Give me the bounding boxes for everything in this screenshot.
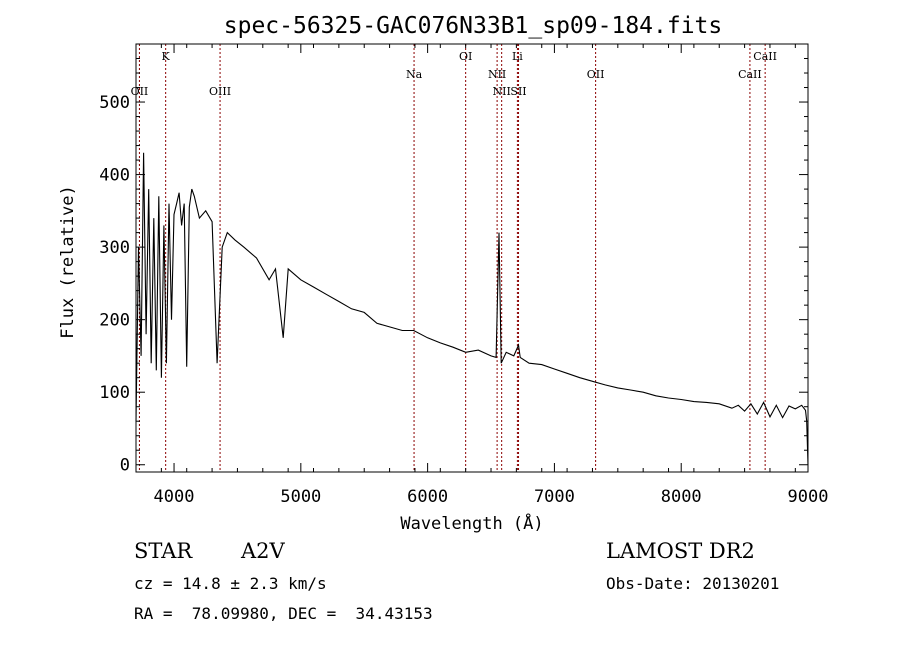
survey-name: LAMOST DR2	[606, 539, 755, 563]
y-tick-label: 0	[120, 456, 130, 476]
redshift-readout: cz = 14.8 ± 2.3 km/s	[134, 574, 327, 593]
x-tick-label: 5000	[280, 487, 321, 507]
emission-line-label: K	[162, 50, 171, 63]
y-tick-label: 300	[99, 238, 130, 258]
y-tick-label: 100	[99, 383, 130, 403]
x-tick-label: 9000	[788, 487, 829, 507]
emission-line-label: CaII	[753, 50, 777, 63]
emission-line-label: NII	[488, 68, 506, 81]
plot-frame	[135, 43, 809, 473]
emission-line-label: SII	[510, 85, 526, 98]
emission-line-label: OII	[131, 85, 149, 98]
emission-line-label: OIII	[209, 85, 231, 98]
emission-line-markers	[138, 44, 766, 472]
emission-line-label: OII	[587, 68, 605, 81]
x-axis-ticks: 4000 5000 6000 7000 8000 9000	[135, 44, 829, 507]
chart-title: spec-56325-GAC076N33B1_sp09-184.fits	[224, 13, 723, 39]
emission-line-label: OI	[459, 50, 472, 63]
y-axis-ticks: 0 100 200 300 400 500	[99, 43, 808, 476]
x-axis-label: Wavelength (Å)	[400, 512, 543, 534]
emission-line-labels: OII K OIII Na OI NII NII Li SII OII CaII CaII	[131, 50, 777, 98]
sky-coordinates: RA = 78.09980, DEC = 34.43153	[134, 604, 433, 623]
spectrum-line	[135, 152, 809, 465]
y-tick-label: 500	[99, 93, 130, 113]
emission-line-label: Li	[512, 50, 523, 63]
object-class: STAR	[134, 539, 193, 563]
x-tick-label: 6000	[407, 487, 448, 507]
y-tick-label: 200	[99, 311, 130, 331]
x-tick-label: 4000	[154, 487, 195, 507]
emission-line-label: Na	[406, 68, 423, 81]
observation-date: Obs-Date: 20130201	[606, 574, 780, 593]
emission-line-label: NII	[493, 85, 511, 98]
emission-line-label: CaII	[738, 68, 762, 81]
spectral-subclass: A2V	[241, 539, 285, 563]
y-axis-label: Flux (relative)	[58, 185, 78, 339]
x-tick-label: 8000	[661, 487, 702, 507]
x-tick-label: 7000	[534, 487, 575, 507]
y-tick-label: 400	[99, 166, 130, 186]
